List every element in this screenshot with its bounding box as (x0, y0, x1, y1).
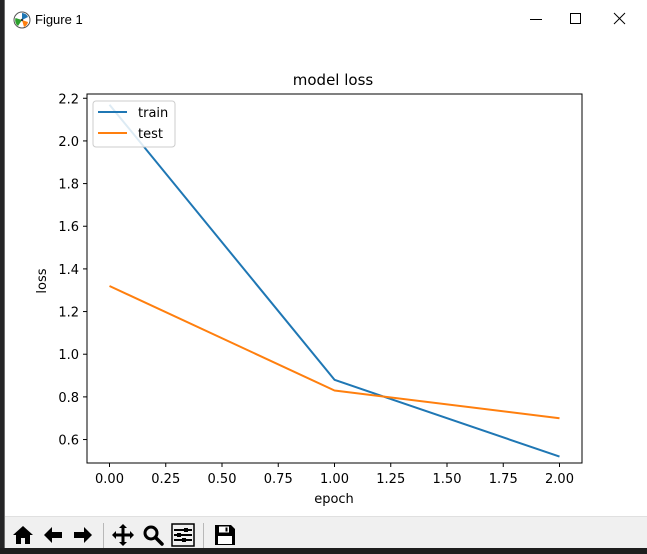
series-line-train (108, 104, 560, 458)
configure-subplots-button[interactable] (169, 521, 197, 549)
y-tick-label: 1.2 (58, 306, 79, 321)
arrow-left-icon (44, 527, 62, 543)
x-tick-label: 1.50 (433, 472, 462, 487)
series-lines (108, 104, 560, 458)
title-bar[interactable]: Figure 1 (5, 0, 647, 40)
window-title: Figure 1 (35, 12, 83, 27)
x-tick-label: 0.00 (95, 472, 124, 487)
x-tick-label: 1.75 (489, 472, 518, 487)
figure-window: Figure 1 model loss 0.00 0.25 0.50 0.75 1.00… (4, 0, 647, 554)
matplotlib-logo-icon (13, 11, 31, 29)
y-tick-label: 1.6 (58, 220, 79, 235)
save-button[interactable] (211, 521, 239, 549)
close-button[interactable] (601, 6, 641, 34)
legend-label-test: test (138, 127, 163, 142)
x-tick-label: 0.50 (208, 472, 237, 487)
minimize-icon (530, 19, 542, 20)
x-tick-label: 0.75 (264, 472, 293, 487)
y-tick-label: 1.0 (58, 348, 79, 363)
back-button[interactable] (39, 521, 67, 549)
series-line-test (109, 285, 560, 420)
navigation-toolbar (5, 516, 647, 554)
floppy-disk-icon (215, 525, 235, 545)
x-tick-label: 0.25 (151, 472, 180, 487)
y-tick-label: 0.6 (58, 434, 79, 449)
close-icon (613, 12, 626, 25)
background-editor-strip-bottom (0, 548, 647, 554)
pan-button[interactable] (109, 521, 137, 549)
y-tick-label: 0.8 (58, 391, 79, 406)
move-icon (112, 524, 134, 546)
plot-area (86, 93, 583, 464)
toolbar-separator (203, 523, 204, 549)
line-chart: model loss 0.00 0.25 0.50 0.75 1.00 1.25 1.50 1… (35, 71, 583, 507)
toolbar-separator (103, 523, 104, 549)
forward-button[interactable] (69, 521, 97, 549)
x-tick-label: 2.00 (545, 472, 574, 487)
y-tick-label: 2.2 (58, 92, 79, 107)
legend: train test (92, 100, 176, 148)
zoom-button[interactable] (139, 521, 167, 549)
x-axis: 0.00 0.25 0.50 0.75 1.00 1.25 1.50 1.75 2.00 (95, 463, 574, 487)
y-axis: 0.6 0.8 1.0 1.2 1.4 1.6 1.8 2.0 2.2 (58, 92, 87, 449)
sliders-icon (171, 523, 195, 547)
y-tick-label: 1.8 (58, 178, 79, 193)
legend-label-train: train (138, 106, 168, 121)
x-tick-label: 1.00 (320, 472, 349, 487)
minimize-button[interactable] (517, 6, 557, 34)
y-axis-label: loss (35, 268, 50, 293)
home-icon (13, 526, 33, 544)
home-button[interactable] (9, 521, 37, 549)
arrow-right-icon (74, 527, 92, 543)
y-tick-label: 2.0 (58, 135, 79, 150)
maximize-icon (570, 13, 581, 24)
y-tick-label: 1.4 (58, 263, 79, 278)
figure-canvas[interactable]: model loss 0.00 0.25 0.50 0.75 1.00 1.25 1.50 1… (5, 40, 647, 516)
x-axis-label: epoch (314, 492, 354, 507)
chart-title: model loss (293, 71, 374, 89)
search-icon (143, 525, 164, 546)
maximize-button[interactable] (557, 6, 597, 34)
x-tick-label: 1.25 (376, 472, 405, 487)
